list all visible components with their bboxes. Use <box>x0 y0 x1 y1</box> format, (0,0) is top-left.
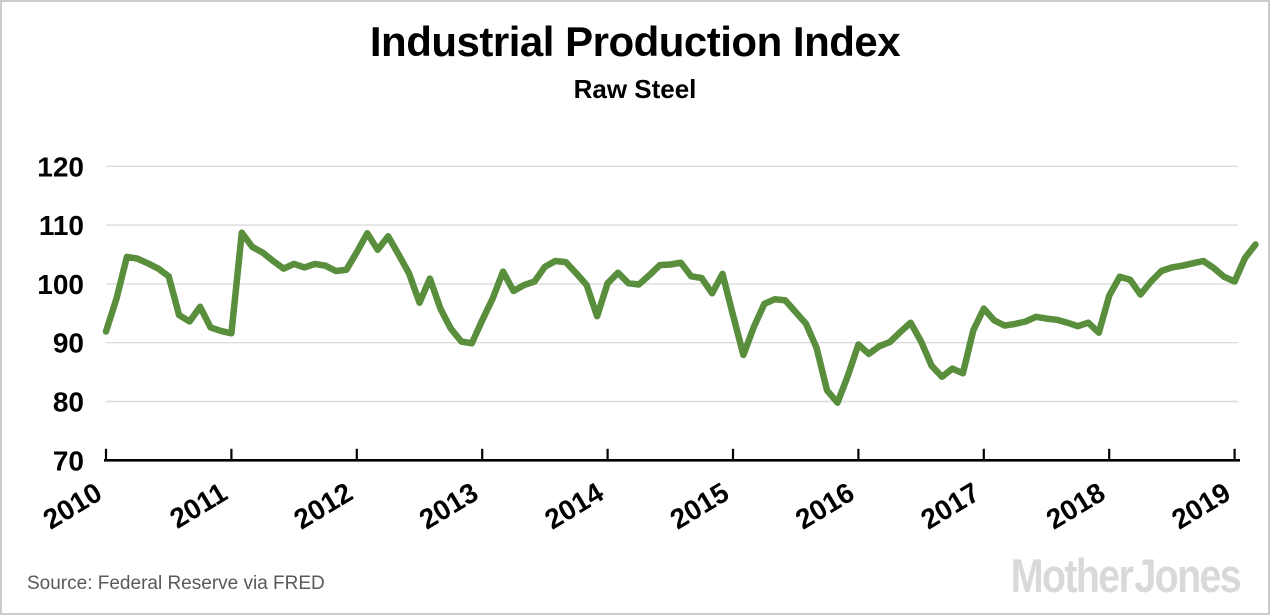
x-tick-label-2010: 2010 <box>38 477 107 536</box>
mother-jones-logo: Mother Jones <box>1010 549 1242 602</box>
x-tick-label-2015: 2015 <box>665 477 734 536</box>
chart-subtitle: Raw Steel <box>573 74 697 104</box>
x-tick-label-2011: 2011 <box>164 477 232 535</box>
x-tick-label-2012: 2012 <box>289 477 358 536</box>
x-tick-label-2017: 2017 <box>916 477 985 536</box>
x-tick-label-2014: 2014 <box>539 476 609 535</box>
y-tick-label-90: 90 <box>53 328 84 359</box>
x-tick-label-2018: 2018 <box>1041 477 1110 536</box>
source-note: Source: Federal Reserve via FRED <box>27 573 325 594</box>
x-tick-label-2016: 2016 <box>790 477 859 536</box>
steel-production-line <box>102 229 1259 406</box>
x-tick-label-2019: 2019 <box>1166 477 1235 536</box>
chart-title: Industrial Production Index <box>369 18 901 65</box>
y-tick-label-80: 80 <box>53 387 84 418</box>
y-tick-label-120: 120 <box>37 151 84 182</box>
y-tick-label-100: 100 <box>37 269 84 300</box>
y-tick-label-110: 110 <box>39 210 84 241</box>
chart-footer: Source: Federal Reserve via FRED Mother … <box>2 545 1268 613</box>
line-chart-plot: 70 80 90 100 110 120 2010 2011 2012 2013 2014 2015 2… <box>37 151 1259 536</box>
y-tick-label-70: 70 <box>53 445 84 476</box>
x-tick-label-2013: 2013 <box>414 477 483 536</box>
